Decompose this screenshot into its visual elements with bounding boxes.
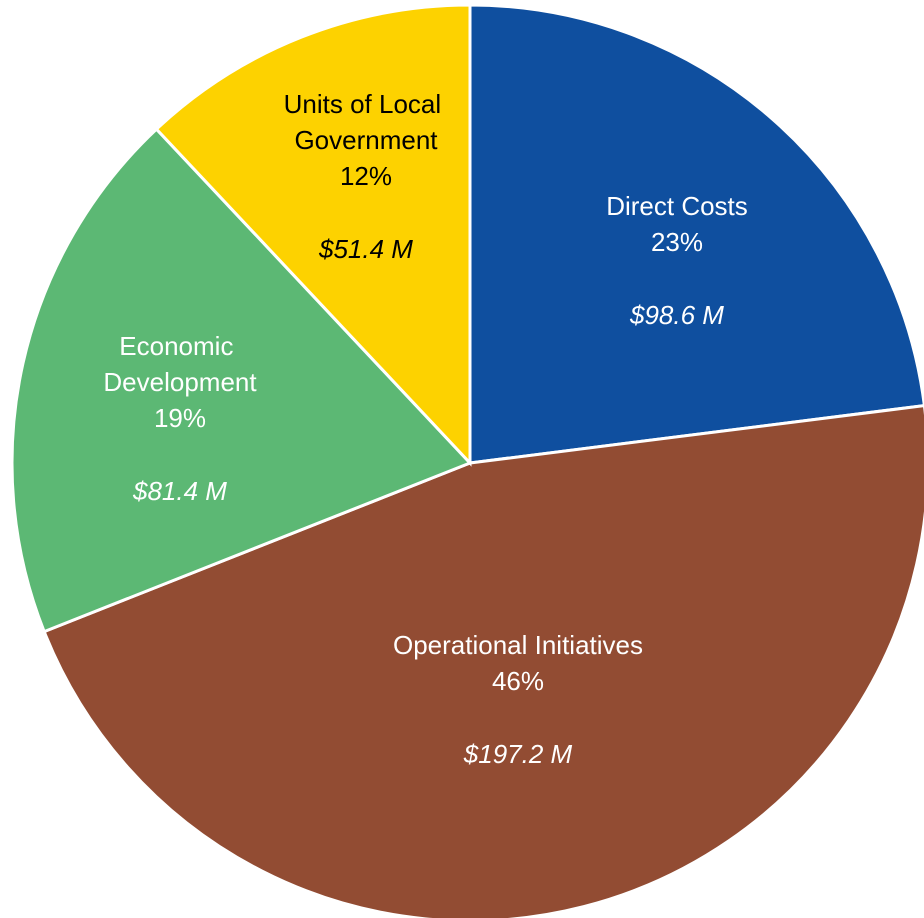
slice-amount: $51.4 M (318, 234, 413, 264)
slice-amount: $81.4 M (132, 476, 227, 506)
slice-name: Operational Initiatives (393, 630, 643, 660)
slice-percent: 12% (340, 161, 392, 191)
slice-amount: $98.6 M (629, 300, 724, 330)
slice-amount: $197.2 M (463, 739, 573, 769)
pie-slice (154, 3, 472, 467)
slice-name: Units of Local Government (284, 89, 449, 155)
slice-percent: 23% (651, 227, 703, 257)
pie-slice (42, 404, 924, 918)
slice-percent: 19% (154, 403, 206, 433)
slice-percent: 46% (492, 666, 544, 696)
slice-name: Direct Costs (606, 191, 748, 221)
pie-slice (468, 3, 924, 465)
slice-name: Economic Development (103, 331, 257, 397)
pie-slice (10, 127, 473, 634)
